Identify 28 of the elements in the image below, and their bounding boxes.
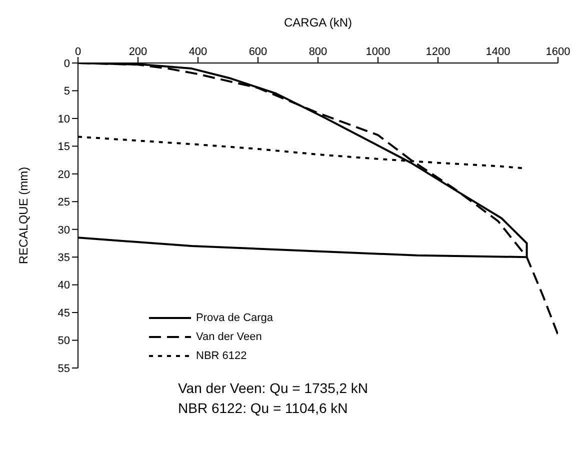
- y-tick-label: 20: [58, 168, 70, 181]
- y-tick-label: 45: [58, 307, 70, 320]
- legend-label: Prova de Carga: [196, 312, 274, 324]
- y-tick-label: 10: [58, 113, 70, 126]
- text: NBR 6122: Qu = 1104,6 kN: [178, 399, 349, 418]
- x-tick-label: 0: [74, 46, 82, 58]
- y-tick-label: 35: [58, 252, 70, 264]
- x-tick-label: 600: [248, 46, 268, 58]
- x-tick-label: 1000: [366, 46, 390, 58]
- x-tick-label: 200: [128, 46, 148, 58]
- y-tick-label: 40: [58, 280, 70, 292]
- y-tick-label: 30: [58, 224, 70, 236]
- x-tick-label: 1200: [426, 46, 450, 58]
- x-tick-label: 1400: [486, 46, 510, 58]
- y-tick-label: 50: [58, 335, 70, 348]
- x-tick-label: 800: [308, 46, 328, 58]
- legend-label: NBR 6122: [196, 350, 247, 362]
- legend-label: Van der Veen: [196, 330, 262, 342]
- y-tick-label: 0: [64, 58, 70, 70]
- y-tick-label: 55: [58, 362, 70, 375]
- x-tick-label: 1600: [546, 46, 570, 58]
- y-tick-label: 15: [58, 141, 70, 154]
- y-tick-label: 5: [64, 86, 70, 98]
- x-axis-title: CARGA (kN): [284, 16, 352, 30]
- y-tick-label: 25: [58, 196, 70, 209]
- text: Van der Veen: Qu = 1735,2 kN: [178, 379, 370, 398]
- x-tick-label: 400: [188, 46, 208, 58]
- y-axis-title: RECALQUE (mm): [16, 166, 30, 264]
